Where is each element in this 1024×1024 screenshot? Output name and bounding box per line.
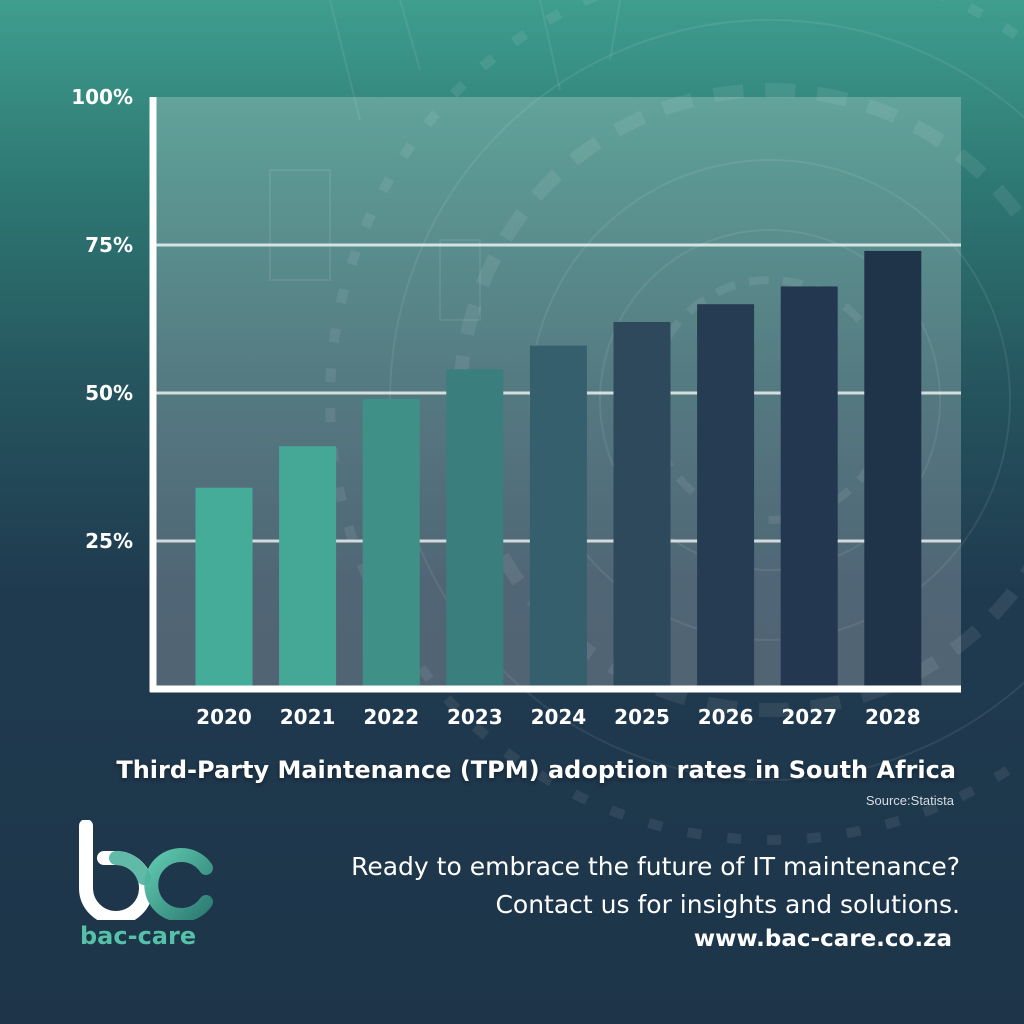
cta-line-2: Contact us for insights and solutions. [495, 890, 960, 919]
bar-2025 [613, 321, 671, 689]
bar-chart: 25% 50% 75% 100% 2020 2021 2022 2023 2024 2025 20… [71, 85, 922, 729]
call-to-action: Ready to embrace the future of IT mainte… [351, 848, 960, 924]
brand-name: bac-care [80, 922, 197, 950]
bar-2026 [697, 304, 755, 689]
x-tick-label: 2026 [698, 705, 754, 729]
bar-2020 [195, 487, 253, 689]
source-note: Source:Statista [865, 793, 954, 808]
y-tick-label: 75% [85, 233, 133, 257]
x-tick-label: 2023 [447, 705, 503, 729]
x-tick-label: 2027 [781, 705, 837, 729]
x-tick-label: 2025 [614, 705, 670, 729]
cta-line-1: Ready to embrace the future of IT mainte… [351, 852, 960, 881]
bc-logo-icon [79, 820, 213, 920]
website-link[interactable]: www.bac-care.co.za [693, 926, 952, 952]
x-tick-label: 2028 [865, 705, 921, 729]
x-tick-label: 2024 [531, 705, 587, 729]
bar-2027 [780, 286, 838, 689]
bar-2021 [279, 446, 337, 689]
x-tick-label: 2020 [196, 705, 252, 729]
chart-title: Third-Party Maintenance (TPM) adoption r… [116, 756, 956, 784]
bar-2024 [529, 345, 587, 689]
x-tick-label: 2022 [363, 705, 419, 729]
y-tick-label: 25% [85, 529, 133, 553]
x-tick-label: 2021 [280, 705, 336, 729]
y-tick-label: 100% [71, 85, 133, 109]
bar-2028 [864, 250, 922, 690]
y-tick-label: 50% [85, 381, 133, 405]
bar-2023 [446, 369, 504, 689]
bar-2022 [362, 398, 420, 689]
